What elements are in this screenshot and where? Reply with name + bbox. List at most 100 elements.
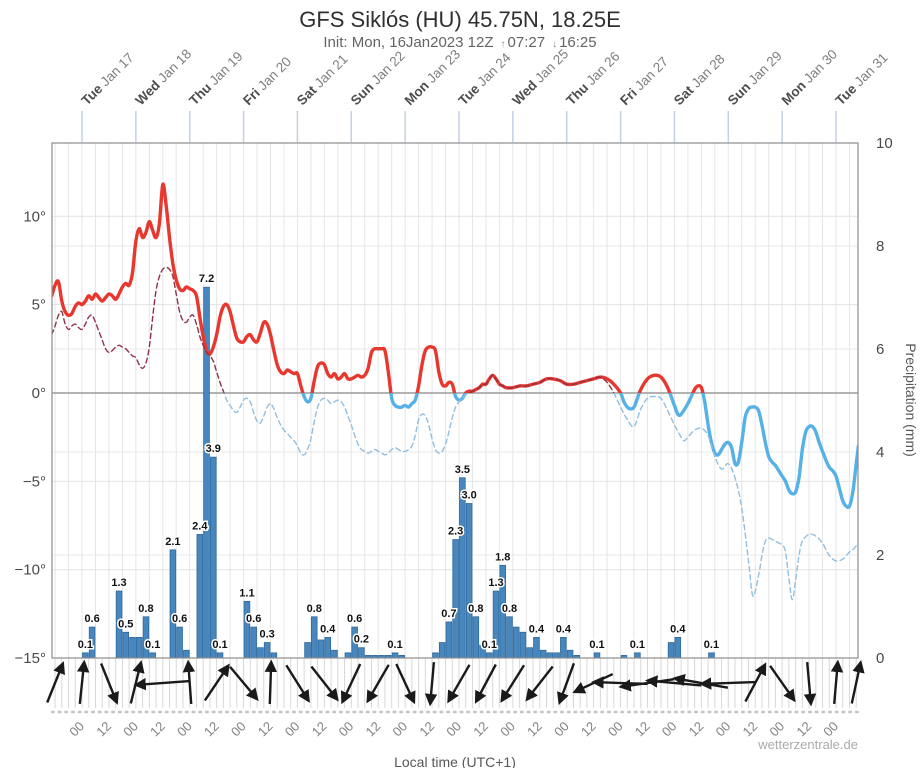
svg-text:6: 6 — [876, 341, 884, 358]
svg-text:00: 00 — [659, 719, 680, 740]
x-axis-title: Local time (UTC+1) — [394, 754, 516, 768]
svg-text:Mon Jan 23: Mon Jan 23 — [402, 47, 464, 109]
svg-text:0.4: 0.4 — [670, 623, 686, 635]
svg-text:2.3: 2.3 — [448, 526, 463, 538]
svg-text:0.1: 0.1 — [589, 639, 604, 651]
wind-direction-arrows — [46, 659, 865, 707]
gridlines — [52, 143, 858, 658]
svg-text:00: 00 — [713, 719, 734, 740]
svg-text:1.3: 1.3 — [111, 577, 126, 589]
svg-text:0.8: 0.8 — [468, 603, 483, 615]
svg-text:Sun Jan 22: Sun Jan 22 — [348, 48, 408, 108]
svg-text:12: 12 — [632, 719, 653, 740]
wind-band-ticks — [50, 658, 860, 714]
day-guide-lines — [81, 111, 837, 142]
temperature-axis-labels: 10° 5° 0° −5° −10° −15° — [15, 208, 46, 667]
svg-text:00: 00 — [389, 719, 410, 740]
svg-text:Sat Jan 21: Sat Jan 21 — [294, 51, 351, 108]
svg-text:10: 10 — [876, 135, 893, 152]
svg-text:0.1: 0.1 — [212, 639, 227, 651]
chart-title: GFS Siklós (HU) 45.75N, 18.25E — [299, 7, 621, 32]
plot-border — [51, 142, 859, 659]
svg-text:00: 00 — [336, 719, 357, 740]
svg-text:Wed Jan 18: Wed Jan 18 — [132, 46, 194, 108]
svg-text:Thu Jan 26: Thu Jan 26 — [563, 49, 622, 108]
svg-text:0.1: 0.1 — [145, 639, 160, 651]
svg-text:00: 00 — [443, 719, 464, 740]
svg-text:0.5: 0.5 — [118, 618, 133, 630]
svg-text:5°: 5° — [32, 297, 46, 314]
svg-text:0.1: 0.1 — [630, 639, 645, 651]
svg-text:8: 8 — [876, 238, 884, 255]
svg-text:2: 2 — [876, 547, 884, 564]
svg-text:00: 00 — [551, 719, 572, 740]
svg-text:−5°: −5° — [23, 473, 46, 490]
svg-text:Tue Jan 31: Tue Jan 31 — [833, 50, 891, 108]
svg-text:Sat Jan 28: Sat Jan 28 — [671, 51, 728, 108]
sunset-time: 16:25 — [559, 34, 597, 51]
svg-text:12: 12 — [739, 719, 760, 740]
svg-text:00: 00 — [228, 719, 249, 740]
watermark: wetterzentrale.de — [757, 737, 858, 752]
svg-text:0.7: 0.7 — [441, 608, 456, 620]
svg-text:Sun Jan 29: Sun Jan 29 — [725, 48, 785, 108]
precipitation-axis-labels: 0 2 4 6 8 10 — [876, 135, 893, 667]
svg-text:12: 12 — [524, 719, 545, 740]
sunrise-icon: ↑ — [501, 39, 506, 50]
sunrise-time: 07:27 — [508, 34, 546, 51]
svg-text:Mon Jan 30: Mon Jan 30 — [779, 47, 841, 109]
svg-text:3.5: 3.5 — [455, 464, 470, 476]
svg-text:12: 12 — [309, 719, 330, 740]
svg-text:1.3: 1.3 — [488, 577, 503, 589]
svg-text:12: 12 — [686, 719, 707, 740]
temperature-curves — [52, 182, 858, 601]
svg-text:1.8: 1.8 — [495, 551, 510, 563]
svg-text:00: 00 — [174, 719, 195, 740]
svg-text:−15°: −15° — [15, 650, 46, 667]
svg-text:1.1: 1.1 — [239, 587, 254, 599]
temperature-2m-line-below-0 — [301, 393, 858, 510]
svg-text:0.8: 0.8 — [307, 603, 322, 615]
svg-text:12: 12 — [255, 719, 276, 740]
svg-text:0°: 0° — [32, 385, 46, 402]
init-text: Init: Mon, 16Jan2023 12Z — [323, 34, 493, 51]
svg-text:12: 12 — [93, 719, 114, 740]
svg-text:3.9: 3.9 — [206, 443, 221, 455]
svg-text:12: 12 — [362, 719, 383, 740]
svg-text:Fri Jan 27: Fri Jan 27 — [617, 54, 671, 108]
svg-text:0.1: 0.1 — [704, 639, 719, 651]
svg-text:0.2: 0.2 — [354, 634, 369, 646]
svg-text:0.1: 0.1 — [387, 639, 402, 651]
svg-text:12: 12 — [578, 719, 599, 740]
svg-text:7.2: 7.2 — [199, 273, 214, 285]
svg-text:0.6: 0.6 — [246, 613, 261, 625]
svg-text:0.4: 0.4 — [556, 623, 572, 635]
svg-text:Fri Jan 20: Fri Jan 20 — [240, 54, 294, 108]
svg-text:10°: 10° — [23, 208, 46, 225]
init-line: Init: Mon, 16Jan2023 12Z ↑ 07:27 ↓ 16:25 — [323, 34, 596, 51]
svg-text:4: 4 — [876, 444, 884, 461]
svg-text:2.1: 2.1 — [165, 536, 180, 548]
svg-text:00: 00 — [120, 719, 141, 740]
svg-text:0.8: 0.8 — [138, 603, 153, 615]
svg-text:0.8: 0.8 — [502, 603, 517, 615]
svg-text:00: 00 — [497, 719, 518, 740]
svg-text:12: 12 — [470, 719, 491, 740]
svg-text:Wed Jan 25: Wed Jan 25 — [509, 46, 571, 108]
svg-text:0.4: 0.4 — [529, 623, 545, 635]
svg-text:2.4: 2.4 — [192, 520, 208, 532]
svg-text:3.0: 3.0 — [461, 490, 476, 502]
svg-text:0.6: 0.6 — [347, 613, 362, 625]
svg-text:12: 12 — [147, 719, 168, 740]
precipitation-bars — [82, 286, 715, 659]
dewpoint-2m-line-below-0 — [223, 393, 858, 601]
svg-text:0.1: 0.1 — [78, 639, 93, 651]
svg-text:Tue Jan 24: Tue Jan 24 — [456, 50, 515, 109]
precipitation-axis-title: Precipitation (mm) — [903, 343, 919, 457]
svg-text:0.6: 0.6 — [172, 613, 187, 625]
svg-text:0: 0 — [876, 650, 884, 667]
svg-text:0.3: 0.3 — [259, 629, 274, 641]
time-axis-labels: 00 12 00 12 00 12 00 12 00 12 00 12 00 12 00 12 00 12 00 12… — [66, 719, 841, 740]
